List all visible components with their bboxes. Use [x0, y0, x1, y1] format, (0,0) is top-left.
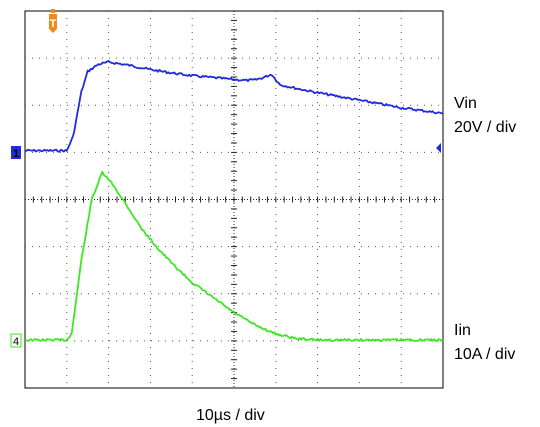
series-vin-trace [24, 60, 444, 153]
channel-1-marker-label: 1 [13, 148, 19, 160]
channel-4-marker: 4 [10, 333, 22, 348]
vin-label: Vin [454, 95, 477, 112]
traces [24, 60, 444, 343]
trigger-marker-label: T [50, 18, 57, 30]
iin-scale-label: 10A / div [454, 346, 516, 363]
series-iin-trace [24, 170, 444, 343]
channel-4-marker-label: 4 [13, 336, 19, 348]
channel-markers: 1 4 T [10, 9, 441, 348]
trigger-marker: T [48, 9, 57, 33]
trigger-level-arrow-icon [436, 143, 441, 153]
time-scale-label: 10µs / div [196, 407, 265, 424]
trigger-icon [48, 14, 57, 33]
iin-label: Iin [454, 322, 471, 339]
vin-scale-label: 20V / div [454, 119, 517, 136]
channel-1-marker: 1 [11, 146, 21, 160]
